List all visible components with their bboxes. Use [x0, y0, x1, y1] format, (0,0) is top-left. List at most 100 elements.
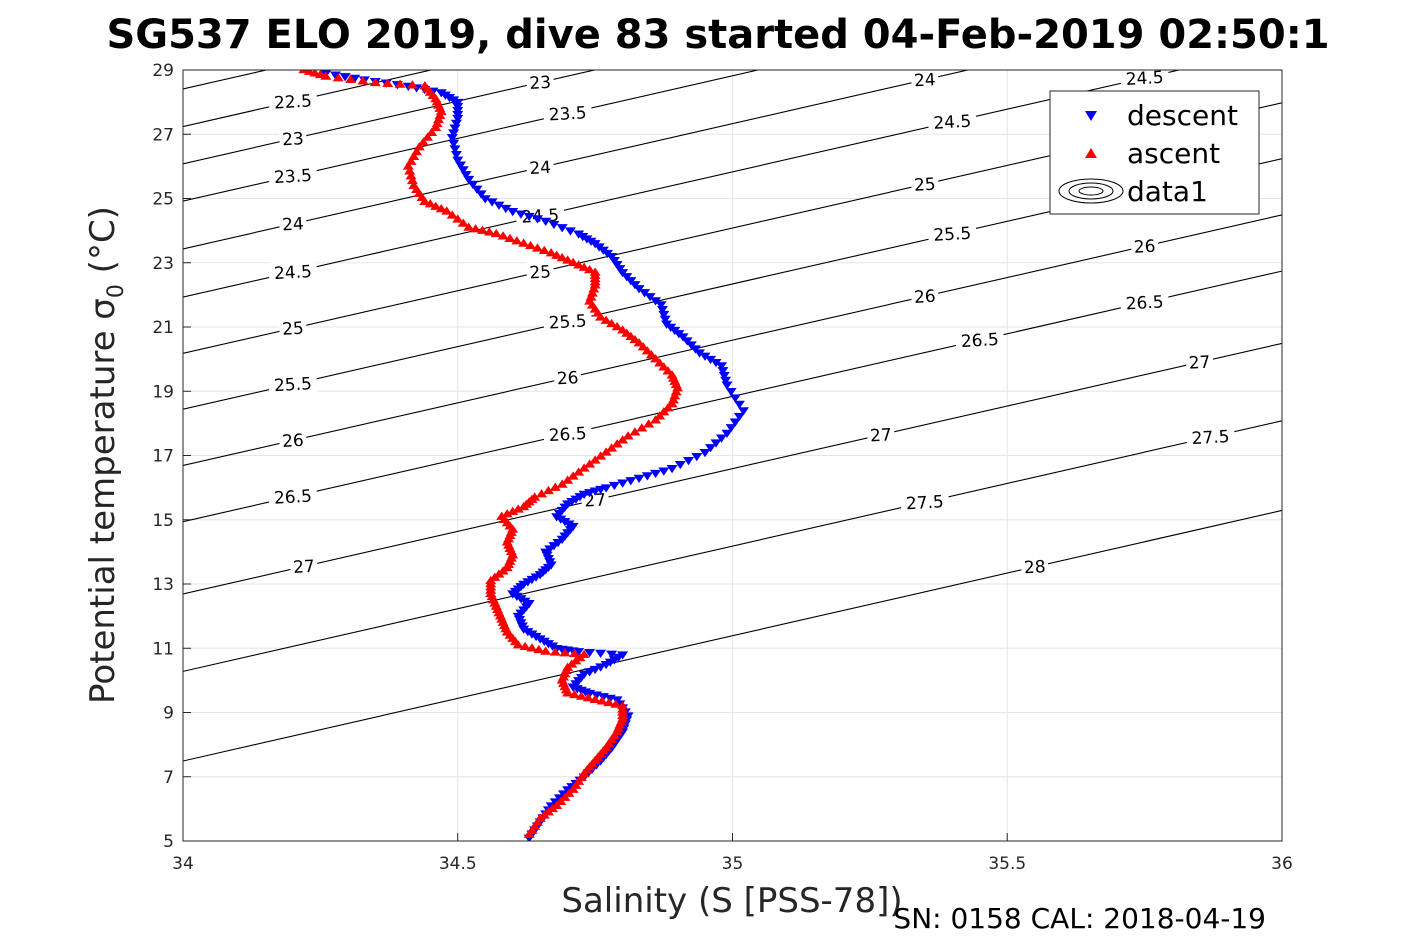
isopycnal-label-bg — [526, 70, 555, 93]
ascent-point — [545, 248, 557, 257]
isopycnal-label-group: 25 — [526, 260, 555, 284]
isopycnal-label: 27 — [870, 425, 893, 446]
descent-point — [540, 217, 552, 226]
isopycnal-label-bg — [1130, 234, 1159, 256]
ascent-point — [413, 142, 425, 151]
y-tick-label: 21 — [152, 318, 174, 338]
ascent-point — [441, 206, 453, 215]
y-axis-title-unit: (°C) — [83, 206, 123, 284]
ascent-point — [497, 231, 509, 240]
legend: descent ascent data1 — [1049, 90, 1260, 215]
isopycnal-label-bg — [268, 89, 318, 112]
isopycnal-label: 24.5 — [273, 262, 312, 284]
descent-point — [725, 387, 737, 397]
ascent-point — [402, 161, 414, 170]
y-tick-label: 29 — [152, 61, 174, 81]
descent-point — [449, 124, 461, 133]
isopycnal-label-group: 26.5 — [543, 421, 593, 446]
ascent-point — [562, 475, 574, 484]
descent-point — [450, 119, 462, 128]
isopycnal-label-group: 26 — [553, 365, 582, 389]
descent-point — [450, 151, 462, 160]
x-tick-label: 35.5 — [988, 854, 1026, 874]
y-tick-label: 25 — [152, 190, 174, 210]
y-tick-label: 11 — [152, 639, 174, 659]
ascent-point — [417, 137, 429, 146]
isopycnal-label: 27 — [1188, 353, 1211, 374]
ascent-point — [536, 489, 548, 498]
ascent-point — [589, 455, 601, 464]
isopycnal-label: 23.5 — [548, 103, 587, 125]
isopycnal-label-group: 26 — [1130, 234, 1159, 258]
descent-point — [656, 306, 668, 315]
ascent-point — [298, 70, 310, 74]
ascent-point — [538, 245, 550, 255]
descent-point — [644, 293, 656, 302]
x-axis-ticks: 34 34.5 35 35.5 36 — [172, 833, 1293, 874]
isopycnal-line — [183, 420, 1282, 672]
ascent-point — [332, 73, 344, 82]
isopycnal-label-bg — [927, 221, 977, 245]
ascent-point — [567, 471, 579, 480]
descent-point — [699, 352, 711, 361]
legend-contour-icon — [1058, 178, 1124, 204]
ascent-point — [435, 203, 447, 213]
isopycnal-label-group: 24 — [910, 68, 939, 91]
isopycnal-label-bg — [526, 155, 555, 178]
descent-point — [564, 227, 576, 236]
isopycnal-label: 26.5 — [960, 330, 999, 352]
legend-data1-label: data1 — [1127, 175, 1208, 208]
isopycnal-label: 24 — [282, 214, 305, 235]
ascent-point — [501, 509, 513, 518]
isopycnal-label-group: 23.5 — [268, 163, 318, 188]
ascent-point — [430, 201, 442, 210]
descent-point — [625, 477, 637, 486]
ascent-point — [446, 210, 458, 219]
isopycnal-label-group: 24 — [278, 212, 307, 235]
isopycnal-label: 24.5 — [1125, 68, 1164, 90]
descent-point — [435, 89, 447, 98]
descent-point — [683, 457, 695, 466]
descent-point — [716, 434, 728, 443]
descent-point — [446, 134, 458, 143]
isopycnal-label: 24 — [529, 158, 552, 179]
descent-point — [500, 204, 512, 214]
ascent-point — [556, 252, 568, 262]
descent-point — [608, 481, 620, 491]
isopycnal-label: 27.5 — [905, 492, 944, 514]
isopycnal-line — [183, 509, 1282, 762]
descent-point — [725, 424, 737, 433]
descent-point — [691, 453, 703, 462]
ascent-point — [578, 262, 590, 271]
isopycnal-line — [183, 70, 971, 250]
descent-point — [467, 180, 479, 189]
y-axis-ticks: 5 7 9 11 13 15 17 19 21 23 25 27 29 — [152, 61, 191, 852]
x-tick-label: 35 — [722, 854, 744, 874]
isopycnal-label-bg — [278, 316, 307, 339]
isopycnal-label-bg — [1120, 290, 1170, 313]
descent-point — [523, 212, 535, 222]
isopycnal-label-bg — [268, 484, 318, 508]
isopycnal-label: 26 — [913, 287, 936, 308]
legend-descent-label: descent — [1127, 99, 1238, 132]
isopycnal-label-group: 24.5 — [927, 109, 977, 134]
descent-point — [720, 376, 732, 385]
isopycnal-label-group: 25.5 — [268, 371, 318, 396]
isopycnal-label: 26 — [556, 368, 579, 389]
descent-point — [705, 444, 717, 453]
isopycnal-label: 24 — [913, 70, 936, 91]
ascent-point — [406, 80, 418, 89]
ascent-point — [567, 257, 579, 267]
descent-point — [729, 394, 741, 403]
isopycnal-label-bg — [278, 428, 307, 451]
isopycnal-label-group: 23 — [278, 126, 307, 150]
ascent-point — [405, 156, 417, 165]
descent-point — [452, 156, 464, 165]
isopycnal-label-bg — [278, 126, 307, 149]
descent-point — [595, 663, 607, 672]
isopycnal-label: 24.5 — [933, 112, 972, 134]
isopycnal-label-group: 23.5 — [543, 100, 593, 125]
descent-point — [721, 381, 733, 390]
descent-point — [448, 129, 460, 138]
